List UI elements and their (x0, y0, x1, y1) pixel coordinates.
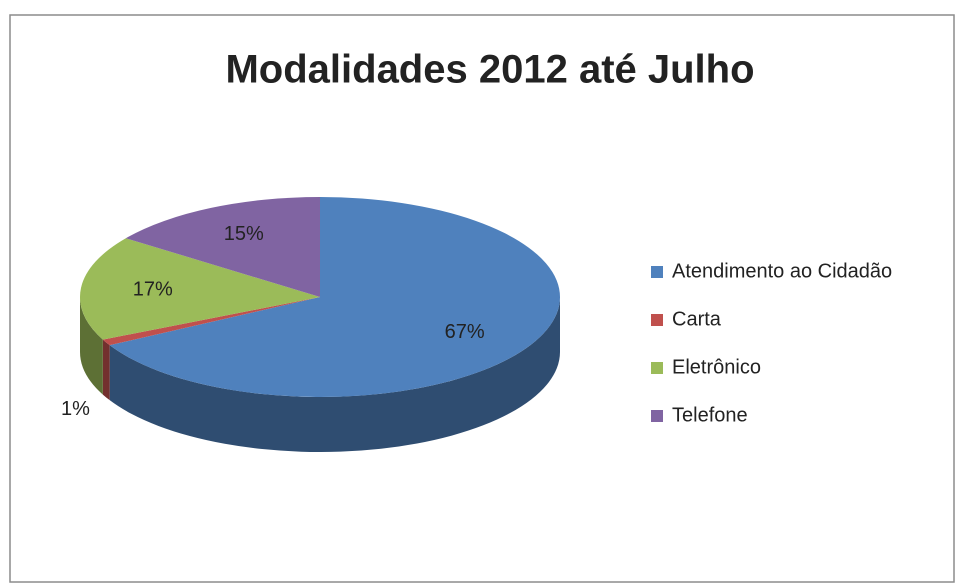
slice-side (102, 339, 110, 401)
data-label: 17% (133, 279, 173, 301)
slice (109, 197, 561, 397)
data-label: 15% (224, 223, 264, 245)
data-label: 67% (445, 321, 485, 343)
slice-side (109, 297, 560, 452)
legend-swatch (651, 362, 663, 374)
legend-label: Atendimento ao Cidadão (672, 260, 892, 282)
slice (80, 238, 321, 340)
legend-label: Carta (672, 308, 722, 330)
data-label: 1% (61, 398, 90, 420)
legend-swatch (651, 266, 663, 278)
legend-label: Telefone (672, 404, 748, 426)
legend-swatch (651, 410, 663, 422)
legend-swatch (651, 314, 663, 326)
slice (125, 197, 320, 297)
legend-label: Eletrônico (672, 356, 761, 378)
slice (102, 297, 320, 346)
slice-side (80, 297, 103, 395)
chart-title: Modalidades 2012 até Julho (225, 48, 754, 92)
